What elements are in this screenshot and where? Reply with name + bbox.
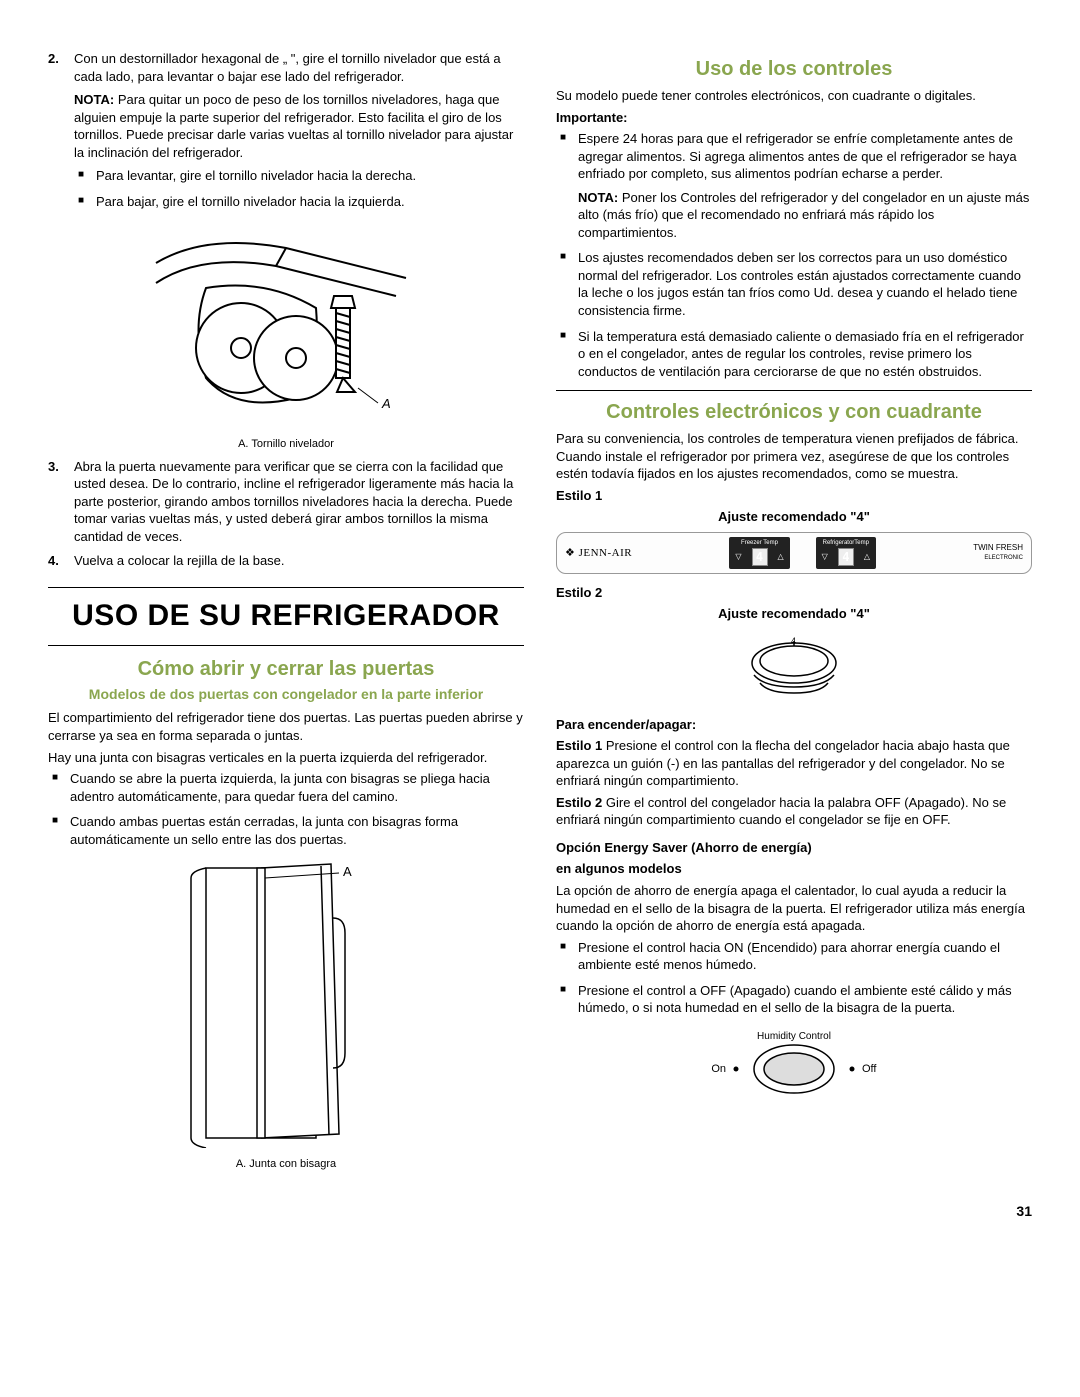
fig-letter: A bbox=[343, 864, 352, 879]
figure-dial-control: 4 bbox=[556, 633, 1032, 708]
subhead-controls: Uso de los controles bbox=[556, 56, 1032, 83]
humidity-control-icon: Humidity Control On Off bbox=[694, 1027, 894, 1102]
energy-saver-head1: Opción Energy Saver (Ahorro de energía) bbox=[556, 839, 1032, 857]
bullet: Para bajar, gire el tornillo nivelador h… bbox=[74, 193, 524, 211]
step-text: Vuelva a colocar la rejilla de la base. bbox=[74, 552, 524, 570]
fig-letter: A bbox=[381, 396, 391, 411]
dial-value: 4 bbox=[791, 636, 796, 646]
para: Hay una junta con bisagras verticales en… bbox=[48, 749, 524, 767]
para: Para su conveniencia, los controles de t… bbox=[556, 430, 1032, 483]
nota-text: Poner los Controles del refrigerador y d… bbox=[578, 190, 1029, 240]
importante-label: Importante: bbox=[556, 109, 1032, 127]
bullet: Para levantar, gire el tornillo nivelado… bbox=[74, 167, 524, 185]
sub-bullets: Para levantar, gire el tornillo nivelado… bbox=[74, 167, 524, 210]
left-column: 2. Con un destornillador hexagonal de „ … bbox=[48, 50, 524, 1178]
page-number: 31 bbox=[48, 1202, 1032, 1221]
control-panel-style1: ❖ JENN-AIR Freezer Temp ▽4△ Refrigerator… bbox=[556, 532, 1032, 574]
step-list-cont: 3. Abra la puerta nuevamente para verifi… bbox=[48, 458, 524, 569]
fridge-controls: RefrigeratorTemp ▽4△ bbox=[816, 537, 876, 569]
panel-twinfresh: TWIN FRESH ELECTRONIC bbox=[973, 544, 1023, 562]
bullet: Cuando se abre la puerta izquierda, la j… bbox=[48, 770, 524, 805]
nota-text: Para quitar un poco de peso de los torni… bbox=[74, 92, 513, 160]
bullet: Si la temperatura está demasiado calient… bbox=[556, 328, 1032, 381]
fig-caption: A. Junta con bisagra bbox=[48, 1157, 524, 1172]
bullet: Espere 24 horas para que el refrigerador… bbox=[556, 130, 1032, 241]
step-text: Abra la puerta nuevamente para verificar… bbox=[74, 458, 524, 546]
subhead-elec-controls: Controles electrónicos y con cuadrante bbox=[556, 399, 1032, 426]
door-hinge-icon: A bbox=[171, 858, 401, 1148]
right-column: Uso de los controles Su modelo puede ten… bbox=[556, 50, 1032, 1178]
nota-block: NOTA: Para quitar un poco de peso de los… bbox=[74, 91, 524, 161]
fridge-temp-unit: RefrigeratorTemp ▽4△ bbox=[816, 537, 876, 569]
para: Su modelo puede tener controles electrón… bbox=[556, 87, 1032, 105]
rec-setting-2: Ajuste recomendado "4" bbox=[556, 605, 1032, 623]
subhead-doors: Cómo abrir y cerrar las puertas bbox=[48, 656, 524, 683]
energy-saver-bullets: Presione el control hacia ON (Encendido)… bbox=[556, 939, 1032, 1017]
bullet: Cuando ambas puertas están cerradas, la … bbox=[48, 813, 524, 848]
freezer-temp-unit: Freezer Temp ▽4△ bbox=[729, 537, 789, 569]
step-num: 2. bbox=[48, 50, 66, 218]
dial-icon: 4 bbox=[724, 633, 864, 703]
figure-door-hinge: A A. Junta con bisagra bbox=[48, 858, 524, 1171]
step-4: 4. Vuelva a colocar la rejilla de la bas… bbox=[48, 552, 524, 570]
estilo1-label: Estilo 1 bbox=[556, 487, 1032, 505]
estilo2-text: Estilo 2 Gire el control del congelador … bbox=[556, 794, 1032, 829]
subhead-models: Modelos de dos puertas con congelador en… bbox=[48, 685, 524, 704]
section-title: USO DE SU REFRIGERADOR bbox=[48, 587, 524, 646]
nota-label: NOTA: bbox=[578, 190, 618, 205]
figure-leveling-screw: A A. Tornillo nivelador bbox=[48, 228, 524, 451]
divider bbox=[556, 390, 1032, 391]
panel-brand: ❖ JENN-AIR bbox=[565, 546, 632, 561]
hc-on: On bbox=[711, 1063, 726, 1075]
bullet: Presione el control hacia ON (Encendido)… bbox=[556, 939, 1032, 974]
step-3: 3. Abra la puerta nuevamente para verifi… bbox=[48, 458, 524, 546]
step-2: 2. Con un destornillador hexagonal de „ … bbox=[48, 50, 524, 218]
nota-label: NOTA: bbox=[74, 92, 114, 107]
door-bullets: Cuando se abre la puerta izquierda, la j… bbox=[48, 770, 524, 848]
step-num: 3. bbox=[48, 458, 66, 546]
figure-humidity-control: Humidity Control On Off bbox=[556, 1027, 1032, 1107]
page-columns: 2. Con un destornillador hexagonal de „ … bbox=[48, 50, 1032, 1178]
on-off-head: Para encender/apagar: bbox=[556, 716, 1032, 734]
energy-saver-head2: en algunos modelos bbox=[556, 860, 1032, 878]
importante-bullets: Espere 24 horas para que el refrigerador… bbox=[556, 130, 1032, 380]
nota-block: NOTA: Poner los Controles del refrigerad… bbox=[578, 189, 1032, 242]
hc-off: Off bbox=[862, 1063, 877, 1075]
step-num: 4. bbox=[48, 552, 66, 570]
estilo2-label: Estilo 2 bbox=[556, 584, 1032, 602]
rec-setting-1: Ajuste recomendado "4" bbox=[556, 508, 1032, 526]
estilo1-text: Estilo 1 Presione el control con la flec… bbox=[556, 737, 1032, 790]
step-list: 2. Con un destornillador hexagonal de „ … bbox=[48, 50, 524, 218]
bullet: Presione el control a OFF (Apagado) cuan… bbox=[556, 982, 1032, 1017]
energy-saver-para: La opción de ahorro de energía apaga el … bbox=[556, 882, 1032, 935]
fig-caption: A. Tornillo nivelador bbox=[48, 437, 524, 452]
hc-label: Humidity Control bbox=[757, 1031, 831, 1042]
para: El compartimiento del refrigerador tiene… bbox=[48, 709, 524, 744]
freezer-controls: Freezer Temp ▽4△ bbox=[729, 537, 789, 569]
leveling-screw-icon: A bbox=[146, 228, 426, 428]
bullet: Los ajustes recomendados deben ser los c… bbox=[556, 249, 1032, 319]
step-text: Con un destornillador hexagonal de „ ", … bbox=[74, 50, 524, 218]
